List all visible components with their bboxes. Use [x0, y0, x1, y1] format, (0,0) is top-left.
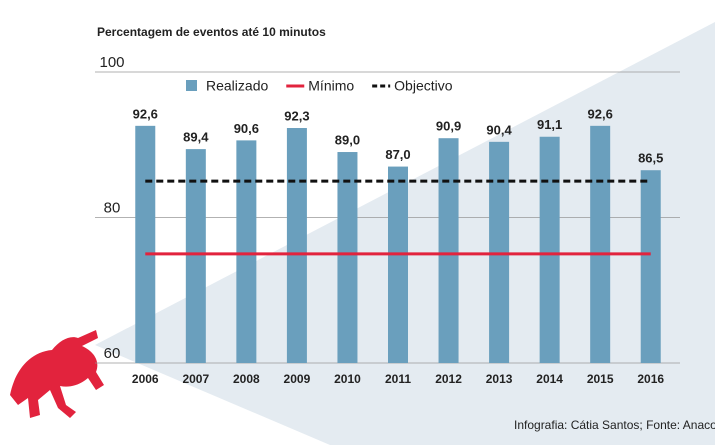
bar — [135, 125, 156, 364]
value-label: 90,9 — [436, 119, 461, 134]
bar — [236, 140, 257, 363]
x-tick-label: 2007 — [182, 372, 209, 386]
x-tick-label: 2009 — [284, 372, 311, 386]
bar — [539, 136, 560, 363]
x-tick-label: 2012 — [435, 372, 462, 386]
bar — [286, 128, 307, 363]
x-tick-label: 2014 — [536, 372, 563, 386]
x-tick-label: 2010 — [334, 372, 361, 386]
y-tick-label: 60 — [104, 345, 121, 362]
x-tick-label: 2008 — [233, 372, 260, 386]
bar — [337, 152, 358, 363]
legend-label: Mínimo — [308, 78, 354, 94]
logo — [10, 330, 104, 418]
x-tick-label: 2015 — [587, 372, 614, 386]
bar — [438, 138, 459, 363]
value-label: 87,0 — [385, 147, 410, 162]
value-label: 90,6 — [234, 121, 259, 136]
bar — [640, 170, 661, 363]
legend-label: Realizado — [206, 78, 268, 94]
legend-swatch — [186, 80, 197, 91]
footnote: Infografia: Cátia Santos; Fonte: Anacom — [514, 418, 715, 432]
y-tick-label: 80 — [104, 199, 121, 216]
bar — [590, 125, 611, 364]
x-tick-label: 2006 — [132, 372, 159, 386]
chart-title: Percentagem de eventos até 10 minutos — [97, 25, 326, 39]
x-tick-label: 2016 — [637, 372, 664, 386]
bar — [388, 166, 408, 363]
y-tick-label: 100 — [99, 54, 124, 71]
value-label: 92,6 — [588, 106, 613, 121]
x-tick-label: 2011 — [385, 372, 411, 386]
value-label: 89,4 — [183, 130, 209, 145]
value-label: 86,5 — [638, 151, 663, 166]
bar — [185, 149, 206, 363]
value-label: 91,1 — [537, 117, 562, 132]
value-label: 90,4 — [486, 122, 512, 137]
value-label: 89,0 — [335, 132, 360, 147]
legend-label: Objectivo — [394, 78, 453, 94]
x-tick-label: 2013 — [486, 372, 513, 386]
value-label: 92,6 — [133, 106, 158, 121]
logo-horse — [10, 330, 104, 418]
value-label: 92,3 — [284, 108, 309, 123]
